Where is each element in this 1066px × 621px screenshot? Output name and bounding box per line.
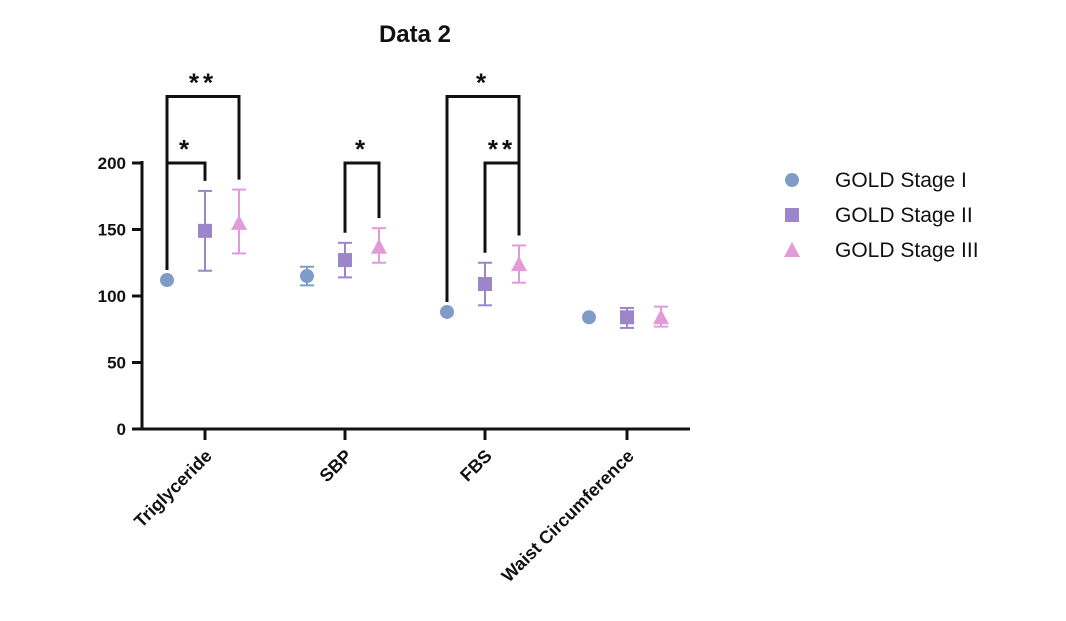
legend-label-0: GOLD Stage I	[835, 169, 967, 192]
chart-title: Data 2	[379, 21, 451, 48]
point-s1-c3	[620, 310, 634, 325]
sig-bracket-0	[165, 161, 207, 271]
point-s2-c0	[231, 214, 247, 230]
y-tick-label-150: 150	[98, 221, 126, 240]
sig-label-0: *	[179, 134, 193, 164]
y-tick-label-50: 50	[107, 354, 126, 373]
sig-bracket-3	[445, 95, 521, 302]
sig-label-4: **	[488, 134, 516, 164]
point-s1-c0	[198, 223, 212, 238]
legend-marker-0	[785, 173, 799, 187]
point-s0-c3	[582, 310, 596, 325]
point-s0-c0	[160, 273, 174, 288]
point-s2-c1	[371, 238, 387, 254]
point-s0-c2	[440, 304, 454, 319]
point-s2-c3	[653, 309, 669, 325]
sig-bracket-1	[165, 95, 241, 271]
y-tick-label-200: 200	[98, 154, 126, 173]
point-s0-c1	[300, 269, 314, 284]
x-tick-label-0: Triglyceride	[130, 446, 216, 532]
sig-label-2: *	[355, 134, 369, 164]
legend-label-1: GOLD Stage II	[835, 204, 973, 227]
legend-marker-1	[785, 208, 799, 222]
significance-brackets: **** ***	[165, 68, 521, 302]
y-tick-label-0: 0	[117, 420, 126, 439]
y-tick-label-100: 100	[98, 287, 126, 306]
sig-label-1: **	[189, 68, 217, 98]
point-s1-c2	[478, 277, 492, 292]
legend-marker-2	[784, 242, 800, 257]
sig-label-3: *	[476, 68, 490, 98]
x-tick-label-2: FBS	[456, 446, 496, 486]
point-s1-c1	[338, 253, 352, 268]
legend-label-2: GOLD Stage III	[835, 239, 979, 262]
sig-bracket-4	[483, 161, 521, 253]
data-marks	[160, 188, 669, 329]
x-tick-label-1: SBP	[316, 446, 356, 486]
sig-bracket-2	[343, 161, 381, 233]
legend: GOLD Stage I GOLD Stage II GOLD Stage III	[784, 169, 979, 262]
x-tick-label-3: Waist Circumference	[498, 446, 638, 586]
point-s2-c2	[511, 256, 527, 272]
axes: 0 50 100 150 200 Triglyceride SBP FBS Waist Circ…	[98, 154, 690, 586]
